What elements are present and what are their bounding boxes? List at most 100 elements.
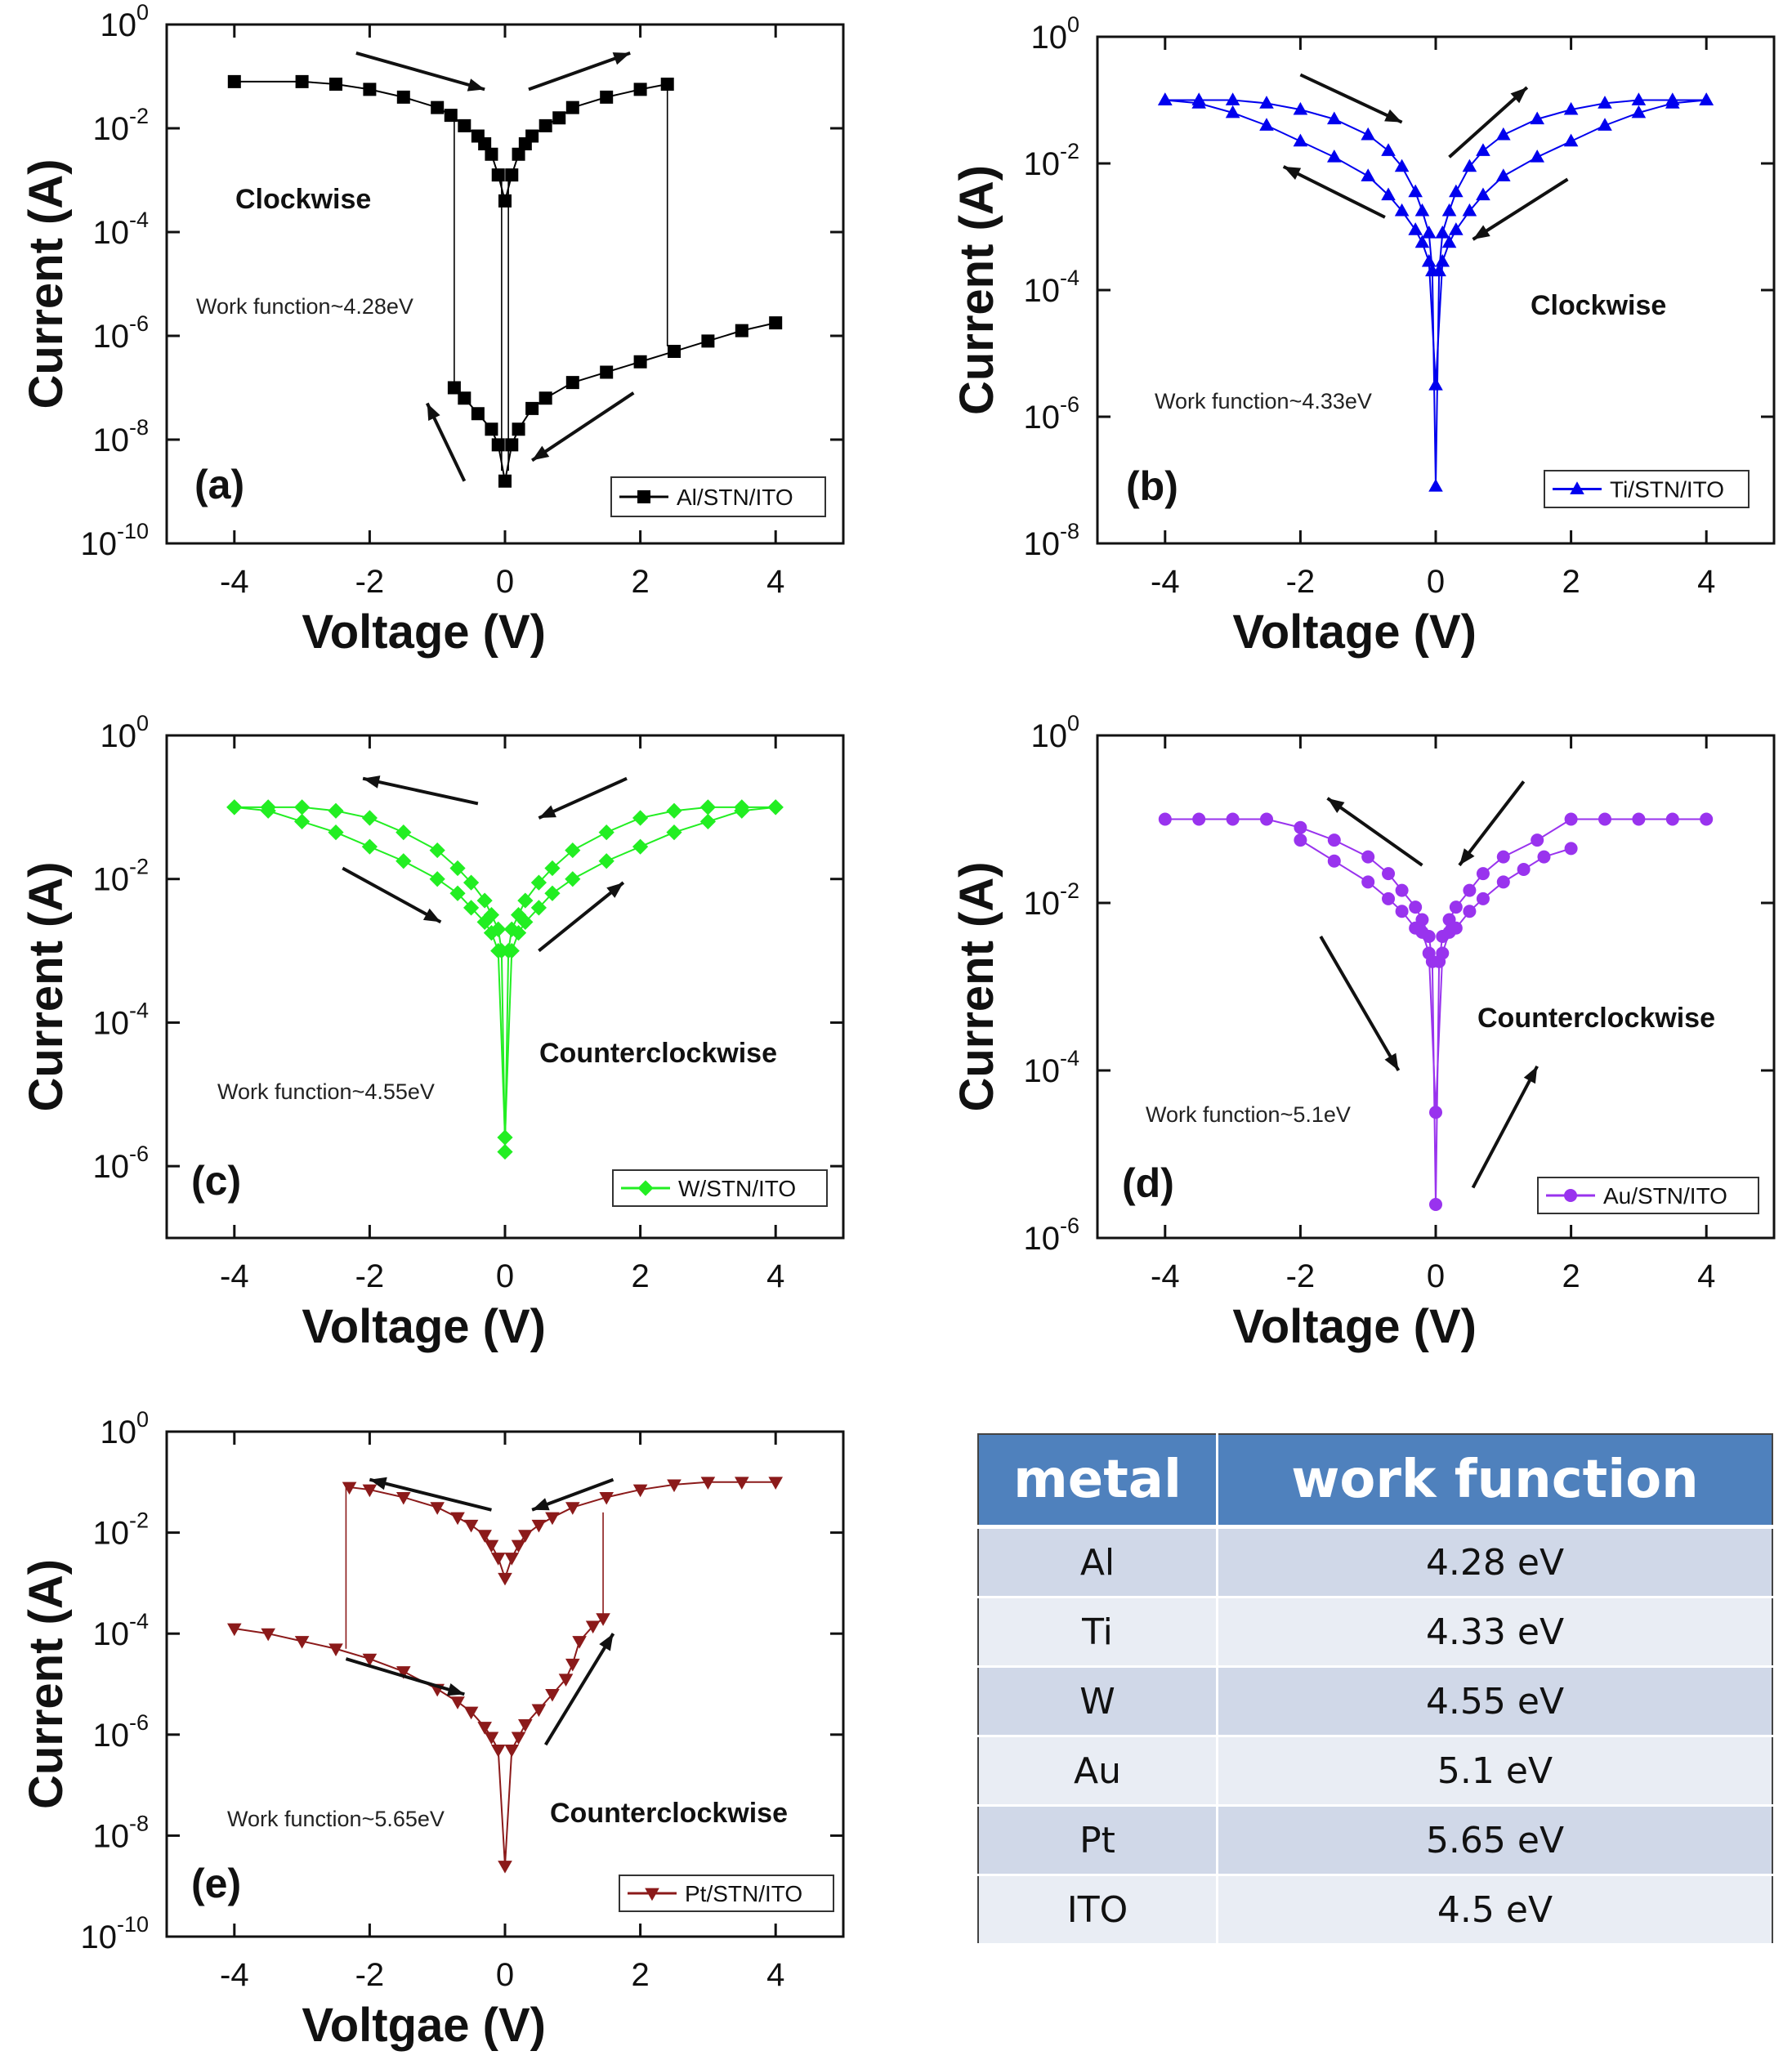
arrow-head (427, 403, 440, 422)
data-point (429, 871, 445, 887)
data-point (1517, 863, 1531, 876)
chart-panel-e: -4 -2 0 2 4 100 10-2 10-4 10-6 10-8 10-10 Voltgae (… (20, 1407, 845, 2052)
data-point (1476, 143, 1490, 156)
x-tick-label: 2 (1562, 564, 1580, 600)
legend-label: Pt/STN/ITO (685, 1881, 802, 1906)
x-tick-label: 2 (631, 1258, 649, 1294)
data-point (1294, 833, 1307, 847)
data-point (505, 438, 519, 452)
data-point (596, 1613, 610, 1626)
data-point (1700, 812, 1714, 826)
data-point (1564, 842, 1578, 856)
data-point (1394, 203, 1410, 217)
direction-arrow (362, 776, 479, 806)
table-cell-work-function: 5.1 eV (1217, 1736, 1772, 1807)
x-tick-label: 4 (1697, 1258, 1715, 1294)
y-tick-label: 10-8 (92, 1811, 149, 1854)
data-point (700, 1477, 716, 1490)
direction-arrow (1299, 73, 1403, 124)
y-tick-label: 10-6 (92, 1710, 149, 1754)
data-point (565, 1658, 580, 1672)
data-point (1435, 226, 1450, 239)
data-point (1699, 92, 1714, 105)
data-point (363, 83, 377, 96)
data-point (1462, 203, 1477, 217)
data-point (497, 1143, 513, 1160)
panel-label: (a) (194, 462, 244, 507)
y-tick-label: 10-2 (1023, 878, 1079, 922)
data-point (531, 1519, 547, 1533)
work-function-table: metal work function Al 4.28 eV Ti 4.33 e… (977, 1433, 1773, 1946)
data-point (1421, 253, 1437, 267)
data-point (1226, 812, 1240, 826)
y-tick-exponent: -2 (129, 1508, 149, 1533)
data-point (1395, 905, 1409, 918)
y-tick-label: 100 (100, 1407, 149, 1450)
y-tick-label: 10-8 (92, 415, 149, 458)
data-point (1428, 479, 1443, 492)
x-tick-label: 2 (1562, 1258, 1580, 1294)
data-point (598, 824, 614, 841)
y-tick-label: 100 (1030, 12, 1079, 56)
arrow-head (369, 1477, 387, 1490)
direction-arrow (528, 51, 631, 92)
work-function-label: Work function~5.65eV (227, 1807, 445, 1831)
data-point (1381, 187, 1396, 201)
data-point (1225, 105, 1240, 118)
data-point (1476, 187, 1490, 201)
data-point (471, 407, 485, 421)
data-point (565, 871, 581, 887)
x-tick-label: 0 (496, 1258, 514, 1294)
x-tick-label: 4 (1697, 564, 1715, 600)
x-axis-label: Voltage (V) (302, 605, 546, 659)
data-point (430, 1502, 445, 1515)
x-tick-label: -4 (1151, 564, 1180, 600)
data-point (463, 874, 480, 891)
series-line (1299, 839, 1571, 1113)
data-point (1631, 92, 1647, 105)
y-tick-exponent: -4 (129, 208, 149, 232)
x-tick-label: 4 (766, 1957, 784, 1993)
data-point (1496, 127, 1511, 141)
x-tick-label: -2 (1286, 564, 1316, 600)
y-tick-label: 10-4 (1023, 1046, 1079, 1089)
data-point (768, 1477, 783, 1490)
data-point (767, 799, 784, 816)
work-function-label: Work function~5.1eV (1146, 1102, 1351, 1127)
y-tick-exponent: 0 (1067, 711, 1079, 735)
y-tick-label: 100 (100, 0, 149, 43)
y-tick-exponent: -4 (1060, 1046, 1079, 1070)
data-point (1259, 96, 1274, 109)
direction-arrow (1471, 1065, 1539, 1189)
data-point (769, 316, 783, 330)
data-point (552, 111, 566, 125)
data-point (1327, 150, 1342, 163)
y-tick-exponent: -2 (1060, 139, 1079, 163)
arrow-head (467, 78, 485, 92)
x-tick-label: -2 (1286, 1258, 1316, 1294)
x-tick-label: -2 (355, 1957, 385, 1993)
legend-marker (637, 490, 650, 503)
data-point (699, 813, 716, 830)
data-point (395, 853, 412, 869)
data-point (483, 925, 500, 941)
arrow-head (422, 908, 441, 923)
y-tick-exponent: 0 (136, 711, 149, 735)
data-point (1449, 184, 1464, 198)
data-point (1225, 92, 1240, 105)
data-point (1382, 867, 1396, 881)
x-tick-label: 0 (496, 564, 514, 600)
arrow-head (1472, 225, 1490, 239)
legend-marker (1570, 481, 1584, 494)
data-point (1408, 184, 1423, 198)
data-point (565, 1502, 580, 1515)
table-cell-metal: Ti (978, 1597, 1218, 1668)
data-point (1191, 96, 1206, 109)
y-tick-label: 10-6 (92, 1142, 149, 1185)
data-point (1429, 1106, 1442, 1119)
data-point (1381, 143, 1396, 156)
data-point (1327, 111, 1342, 125)
arrow-head (532, 1498, 550, 1511)
data-point (1476, 891, 1490, 905)
y-tick-exponent: -4 (129, 1609, 149, 1633)
